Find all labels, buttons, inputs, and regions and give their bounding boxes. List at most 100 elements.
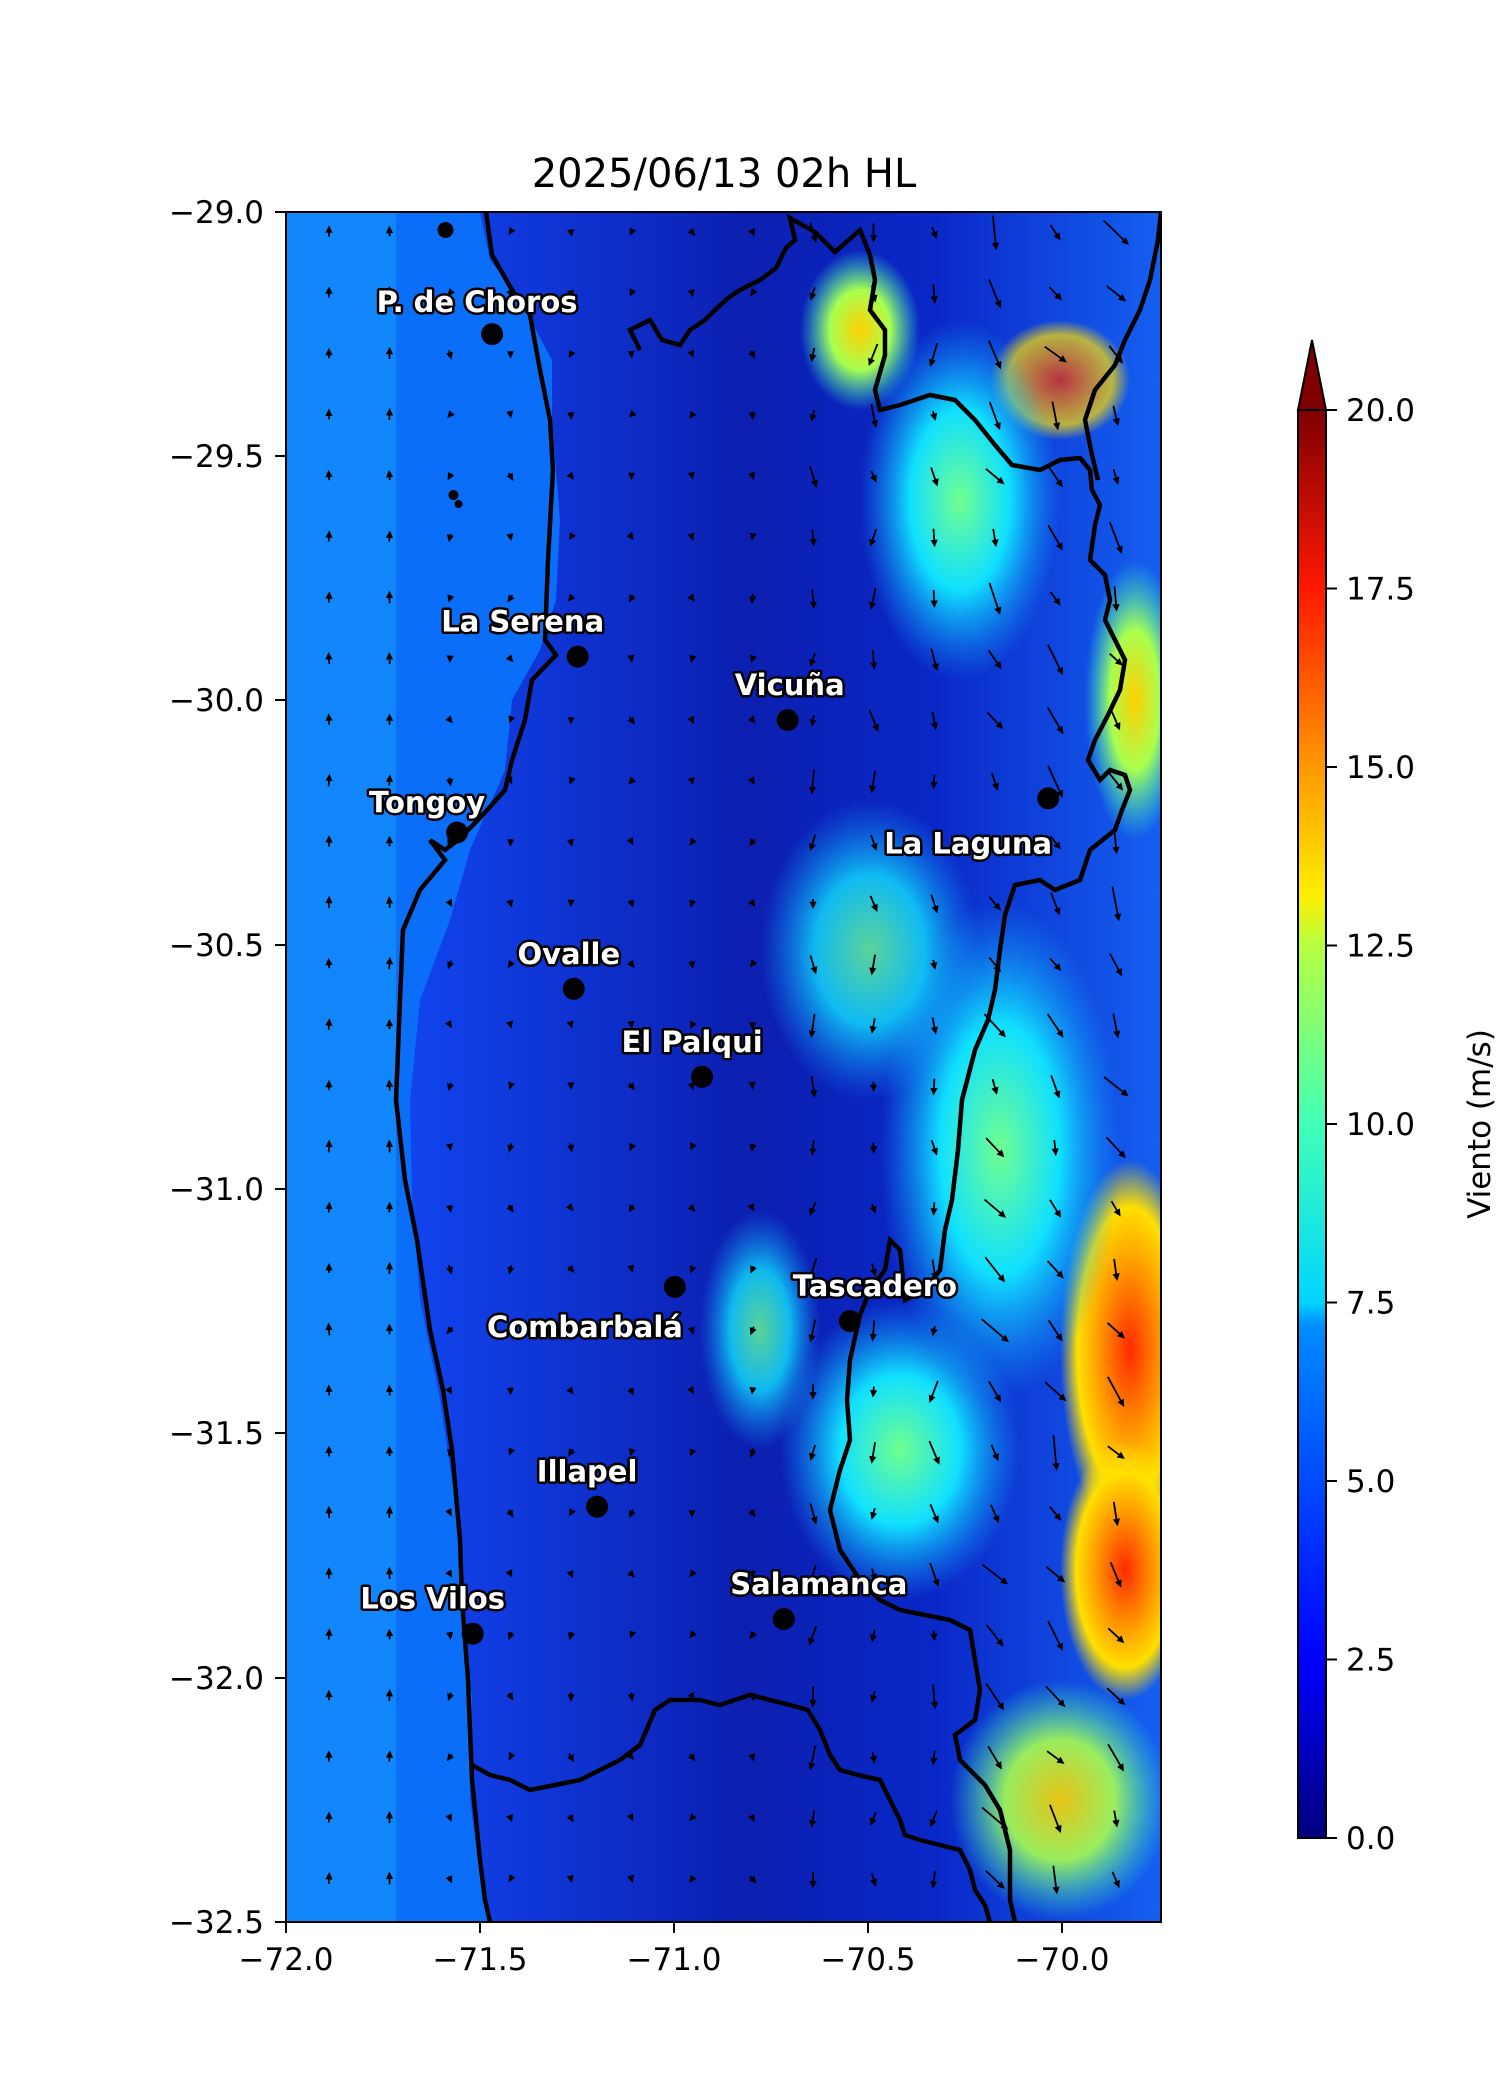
wind-vector-head (748, 1813, 755, 1823)
wind-vector-head (809, 1700, 817, 1708)
wind-core-11 (700, 1210, 820, 1450)
wind-vector-head (1054, 292, 1063, 301)
wind-vector-head (689, 1265, 697, 1274)
wind-vector-head (868, 357, 875, 367)
wind-vector-head (628, 594, 636, 603)
colorbar-label: Viento (m/s) (1462, 1029, 1498, 1219)
wind-vector-head (689, 1813, 697, 1822)
wind-vector-head (385, 1628, 394, 1637)
wind-vector-head (506, 1020, 514, 1029)
wind-vector-head (748, 1693, 756, 1702)
wind-vector-head (932, 1578, 940, 1588)
city-label: La Laguna (884, 826, 1052, 860)
wind-vector-head (627, 1020, 635, 1029)
wind-vector-head (1058, 355, 1067, 363)
city-marker (586, 1495, 609, 1518)
wind-vector-head (930, 539, 938, 548)
colorbar-tick-label: 2.5 (1346, 1643, 1395, 1679)
wind-vector-head (567, 899, 575, 908)
wind-vector-head (930, 1633, 938, 1642)
wind-vector-head (749, 1630, 757, 1639)
wind-vector-head (385, 835, 394, 844)
wind-vector-head (1000, 1577, 1009, 1585)
wind-vector-head (507, 1144, 515, 1153)
colorbar-tick-label: 15.0 (1346, 750, 1415, 786)
wind-vector-head (809, 718, 817, 727)
wind-vector-head (446, 778, 454, 787)
wind-vector-head (626, 1751, 635, 1760)
wind-vector-head (566, 1264, 575, 1273)
wind-vector-head (385, 590, 394, 599)
wind-vector-head (629, 1142, 636, 1152)
wind-vector-head (687, 289, 695, 298)
wind-vector-head (385, 225, 394, 234)
city-label: La Serena (441, 605, 604, 639)
wind-vector-head (446, 1205, 454, 1214)
wind-vector-head (689, 410, 697, 419)
city-label: El Palqui (622, 1025, 763, 1059)
colorbar-tick-label: 7.5 (1346, 1286, 1395, 1322)
wind-vector-head (1120, 1088, 1129, 1097)
wind-vector-head (627, 716, 635, 725)
x-tick-label: −70.5 (821, 1942, 916, 1978)
city-label: Tascadero (793, 1269, 957, 1303)
wind-vector-head (1052, 1886, 1060, 1895)
wind-vector-head (325, 286, 333, 294)
wind-vector-head (749, 959, 758, 968)
wind-vector-head (567, 1144, 575, 1153)
regional-border-north (626, 213, 1133, 1922)
wind-vectors (325, 215, 1129, 1895)
wind-vector-head (628, 409, 637, 418)
wind-vector-head (1056, 725, 1064, 735)
wind-vector-head (930, 1208, 938, 1216)
colorbar-tick-label: 5.0 (1346, 1464, 1395, 1500)
wind-vector-head (627, 899, 634, 908)
wind-vector-head (994, 421, 1001, 431)
wind-vector-head (508, 715, 516, 724)
wind-vector-head (1112, 1819, 1120, 1828)
wind-vector-head (508, 1081, 516, 1090)
wind-vector-head (506, 472, 514, 481)
wind-core-8 (860, 320, 1060, 680)
wind-vector-head (325, 225, 333, 233)
city-marker (838, 1310, 861, 1333)
city-marker (663, 1275, 686, 1298)
wind-vector-head (1117, 1697, 1126, 1706)
wind-vector-head (1115, 355, 1123, 364)
wind-vector-head (567, 839, 575, 848)
colorbar-extend-arrow (1296, 339, 1328, 411)
wind-vector-head (809, 1207, 816, 1216)
wind-vector-head (688, 961, 696, 970)
x-tick-label: −71.0 (627, 1942, 722, 1978)
wind-vector-head (386, 469, 394, 478)
wind-vector-head (446, 534, 455, 543)
wind-vector-head (687, 1082, 695, 1091)
wind-vector-head (1115, 545, 1123, 554)
wind-vector-head (809, 601, 817, 610)
wind-vector-head (750, 654, 758, 663)
wind-vector-head (629, 1326, 636, 1335)
map-plot-area[interactable]: P. de Choros La Serena Vicuña Tongoy La Lagu… (286, 212, 1200, 1922)
wind-vector-head (1057, 1699, 1066, 1708)
wind-vector-head (870, 1878, 878, 1887)
coastline (393, 212, 559, 1922)
city-label: P. de Choros (377, 285, 578, 319)
wind-vector-head (809, 538, 817, 547)
wind-vector-head (566, 289, 574, 298)
wind-vector-head (626, 531, 634, 541)
wind-vector-head (506, 899, 514, 908)
y-tick-label: −30.0 (169, 683, 264, 719)
wind-vector-head (385, 1261, 394, 1270)
wind-vector-head (447, 1692, 455, 1702)
wind-vector-head (1115, 1579, 1122, 1588)
wind-vector-head (1113, 1030, 1121, 1039)
wind-vector-head (808, 1452, 816, 1461)
wind-vector (1111, 886, 1120, 920)
wind-vector-head (931, 905, 939, 914)
colorbar-gradient (1297, 409, 1327, 1839)
wind-vector-head (931, 1272, 939, 1281)
wind-vector-head (810, 966, 818, 975)
wind-vector-head (931, 478, 939, 487)
wind-vector-head (748, 228, 755, 237)
wind-vector-head (1054, 1209, 1062, 1218)
